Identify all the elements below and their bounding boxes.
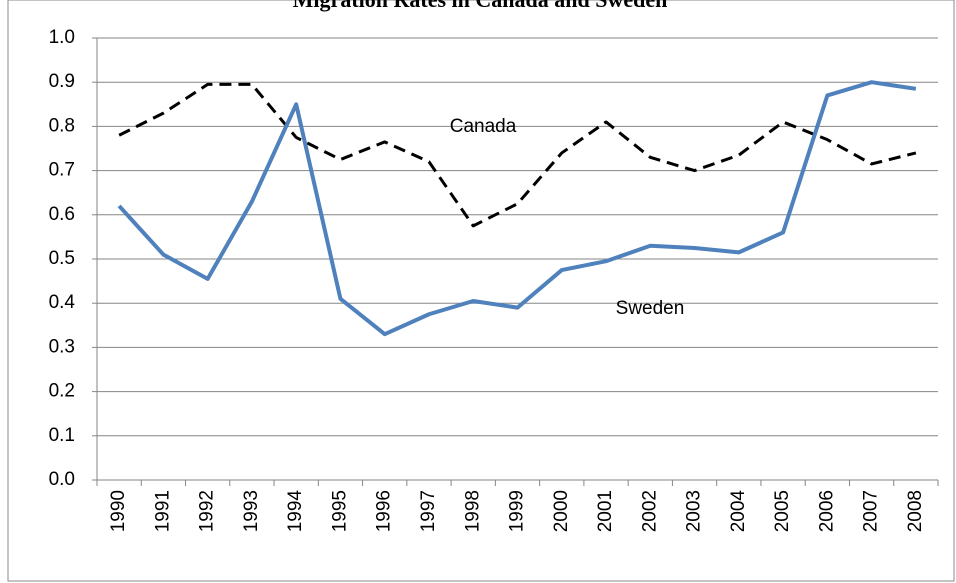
series-line [118, 82, 917, 228]
x-tick-label: 2007 [861, 490, 882, 532]
x-tick-label: 2004 [728, 490, 749, 533]
x-tick-label: 2006 [816, 490, 837, 532]
x-tick-label: 2002 [639, 490, 660, 532]
x-tick-label: 1990 [108, 490, 129, 532]
series-label: Sweden [616, 298, 685, 319]
x-tick-label: 1999 [507, 490, 528, 532]
chart-title: Migration Rates in Canada and Sweden [293, 0, 668, 12]
x-tick-label: 2005 [772, 490, 793, 532]
y-tick-label: 0.9 [49, 71, 75, 92]
y-tick-label: 0.8 [49, 115, 75, 136]
chart-frame [7, 0, 955, 582]
y-tick-label: 0.0 [49, 469, 75, 490]
x-tick-label: 1993 [241, 490, 262, 532]
x-tick-label: 1998 [462, 490, 483, 532]
y-tick-label: 0.6 [49, 204, 75, 225]
x-tick-label: 1996 [374, 490, 395, 532]
y-tick-label: 0.1 [49, 425, 75, 446]
y-tick-label: 0.3 [49, 336, 75, 357]
x-tick-label: 1992 [197, 490, 218, 532]
series-line [117, 80, 917, 337]
x-tick-label: 2008 [905, 490, 926, 532]
y-tick-label: 1.0 [49, 27, 75, 48]
x-tick-label: 1994 [285, 490, 306, 533]
x-tick-label: 2003 [684, 490, 705, 532]
x-tick-label: 2000 [551, 490, 572, 532]
y-tick-label: 0.7 [49, 160, 75, 181]
x-tick-label: 1995 [329, 490, 350, 532]
y-tick-label: 0.4 [49, 292, 76, 313]
y-tick-label: 0.2 [49, 381, 75, 402]
x-tick-label: 2001 [595, 490, 616, 532]
y-tick-label: 0.5 [49, 248, 75, 269]
series-label: Canada [450, 116, 517, 137]
x-tick-label: 1997 [418, 490, 439, 532]
x-tick-label: 1991 [152, 490, 173, 532]
